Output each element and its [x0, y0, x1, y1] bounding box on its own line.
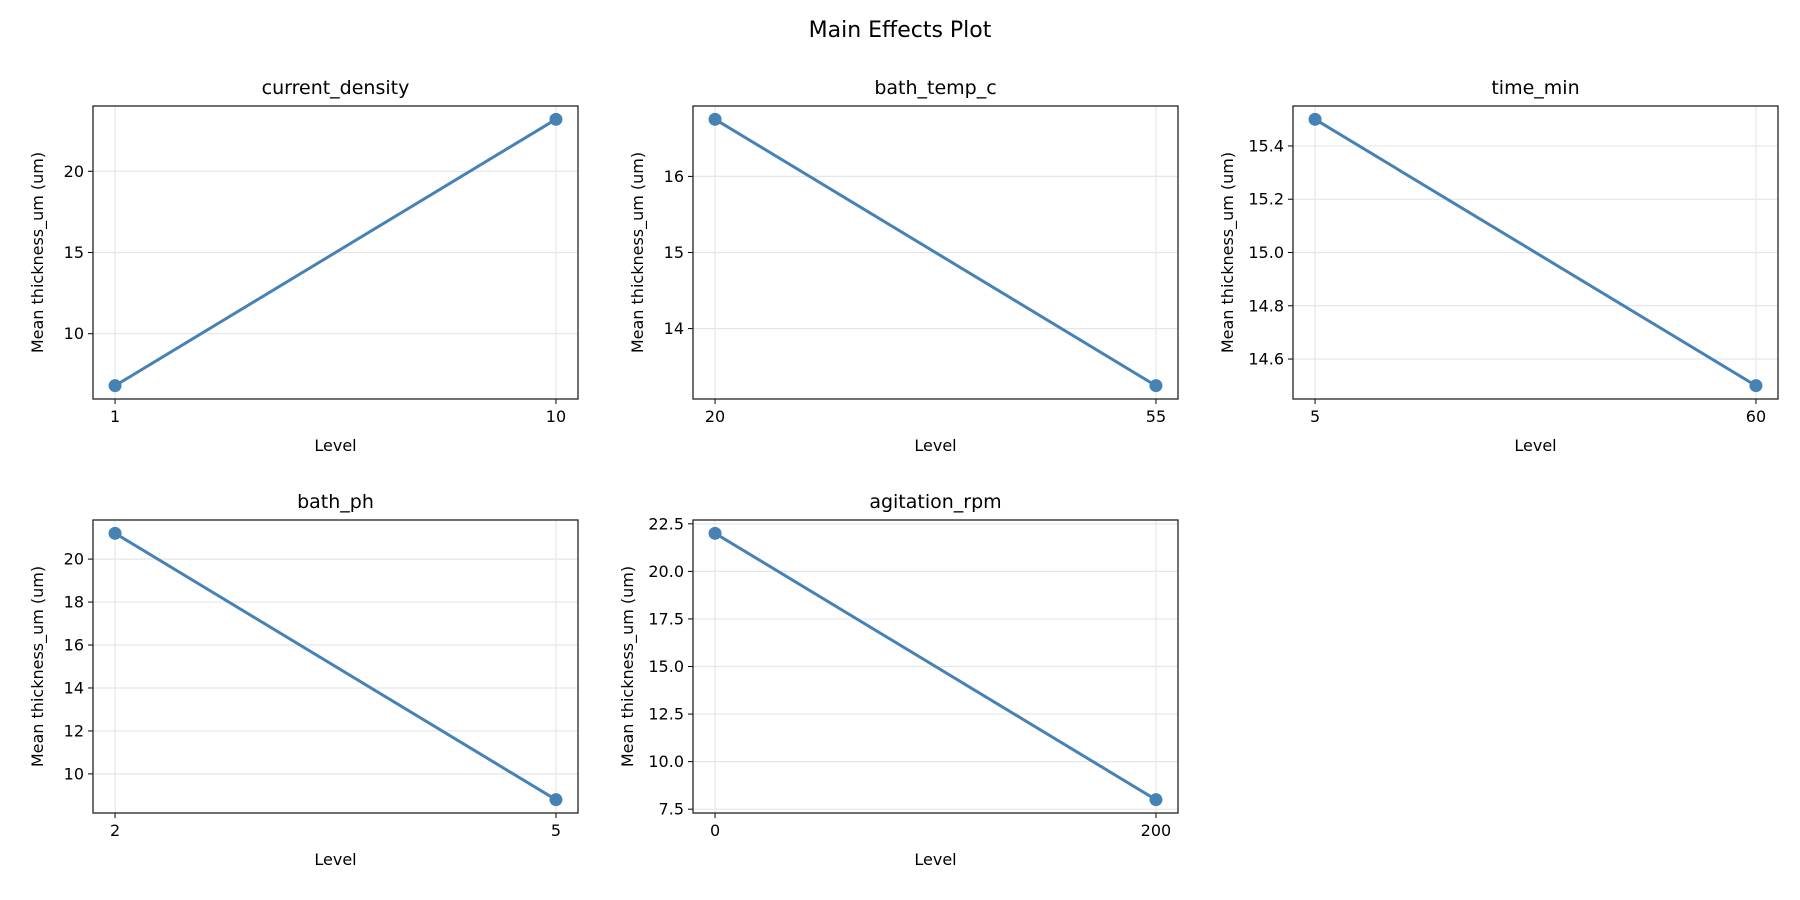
x-tick-label: 2 [110, 821, 120, 840]
y-tick-label: 14 [664, 319, 684, 338]
subplot-title: bath_temp_c [874, 77, 996, 99]
data-point [1308, 112, 1322, 126]
y-tick-label: 14 [64, 678, 84, 697]
subplot-agitation_rpm: 7.5 10.0 12.5 15.0 17.5 20.0 22.5 0 200 agitation… [618, 491, 1179, 869]
y-tick-label: 15 [64, 243, 84, 262]
y-tick-label: 15 [664, 243, 684, 262]
series-line [714, 118, 1157, 387]
y-tick-label: 12 [64, 721, 84, 740]
y-axis-label: Mean thickness_um (um) [28, 566, 48, 767]
y-tick-label: 20.0 [648, 562, 684, 581]
subplot-bath_ph: 10 12 14 16 18 20 2 5 bath_ph Level Mean thickness… [28, 491, 579, 869]
y-tick-label: 15.2 [1248, 190, 1284, 209]
y-tick-label: 10 [64, 764, 84, 783]
y-tick-label: 22.5 [648, 514, 684, 533]
x-tick-label: 60 [1746, 407, 1766, 426]
y-tick-label: 20 [64, 550, 84, 569]
data-point [708, 526, 722, 540]
data-point [108, 526, 122, 540]
data-point [1749, 379, 1763, 393]
x-axis-label: Level [314, 850, 356, 869]
axes-frame [92, 519, 579, 814]
subplot-title: agitation_rpm [869, 491, 1001, 513]
y-tick-label: 16 [664, 167, 684, 186]
series-line [114, 532, 557, 801]
axes-frame [92, 105, 579, 400]
series-line [1314, 118, 1757, 387]
y-axis-label: Mean thickness_um (um) [1218, 152, 1238, 353]
y-tick-label: 16 [64, 636, 84, 655]
x-axis-label: Level [314, 436, 356, 455]
subplot-current_density: 10 15 20 1 10 current_density Level Mean thickn… [28, 77, 579, 455]
x-tick-label: 5 [1310, 407, 1320, 426]
y-tick-label: 17.5 [648, 609, 684, 628]
data-point [1149, 379, 1163, 393]
series-line [714, 532, 1157, 801]
subplot-title: bath_ph [297, 491, 374, 513]
x-tick-label: 20 [705, 407, 725, 426]
x-tick-label: 10 [546, 407, 566, 426]
x-tick-label: 5 [551, 821, 561, 840]
x-tick-label: 200 [1141, 821, 1172, 840]
subplot-bath_temp_c: 14 15 16 20 55 bath_temp_c Level Mean thickness… [628, 77, 1179, 455]
y-tick-label: 15.0 [648, 657, 684, 676]
y-tick-label: 10.0 [648, 752, 684, 771]
y-tick-label: 12.5 [648, 705, 684, 724]
data-point [549, 793, 563, 807]
series-line [114, 118, 557, 387]
x-tick-label: 0 [710, 821, 720, 840]
y-tick-label: 7.5 [659, 800, 684, 819]
y-tick-label: 15.0 [1248, 243, 1284, 262]
x-axis-label: Level [1514, 436, 1556, 455]
axes-frame [692, 519, 1179, 814]
x-axis-label: Level [914, 436, 956, 455]
y-tick-label: 14.6 [1248, 350, 1284, 369]
y-tick-label: 18 [64, 593, 84, 612]
x-tick-label: 55 [1146, 407, 1166, 426]
axes-frame [692, 105, 1179, 400]
figure-title: Main Effects Plot [809, 18, 992, 43]
data-point [108, 379, 122, 393]
x-tick-label: 1 [110, 407, 120, 426]
subplot-title: current_density [262, 77, 410, 99]
data-point [1149, 793, 1163, 807]
y-tick-label: 15.4 [1248, 136, 1284, 155]
subplot-title: time_min [1491, 77, 1579, 99]
y-tick-label: 10 [64, 324, 84, 343]
axes-frame [1292, 105, 1779, 400]
y-axis-label: Mean thickness_um (um) [28, 152, 48, 353]
subplot-time_min: 14.6 14.8 15.0 15.2 15.4 5 60 time_min Level Mean… [1218, 77, 1779, 455]
data-point [708, 112, 722, 126]
data-point [549, 112, 563, 126]
y-axis-label: Mean thickness_um (um) [628, 152, 648, 353]
y-tick-label: 20 [64, 162, 84, 181]
y-tick-label: 14.8 [1248, 296, 1284, 315]
x-axis-label: Level [914, 850, 956, 869]
y-axis-label: Mean thickness_um (um) [618, 566, 638, 767]
